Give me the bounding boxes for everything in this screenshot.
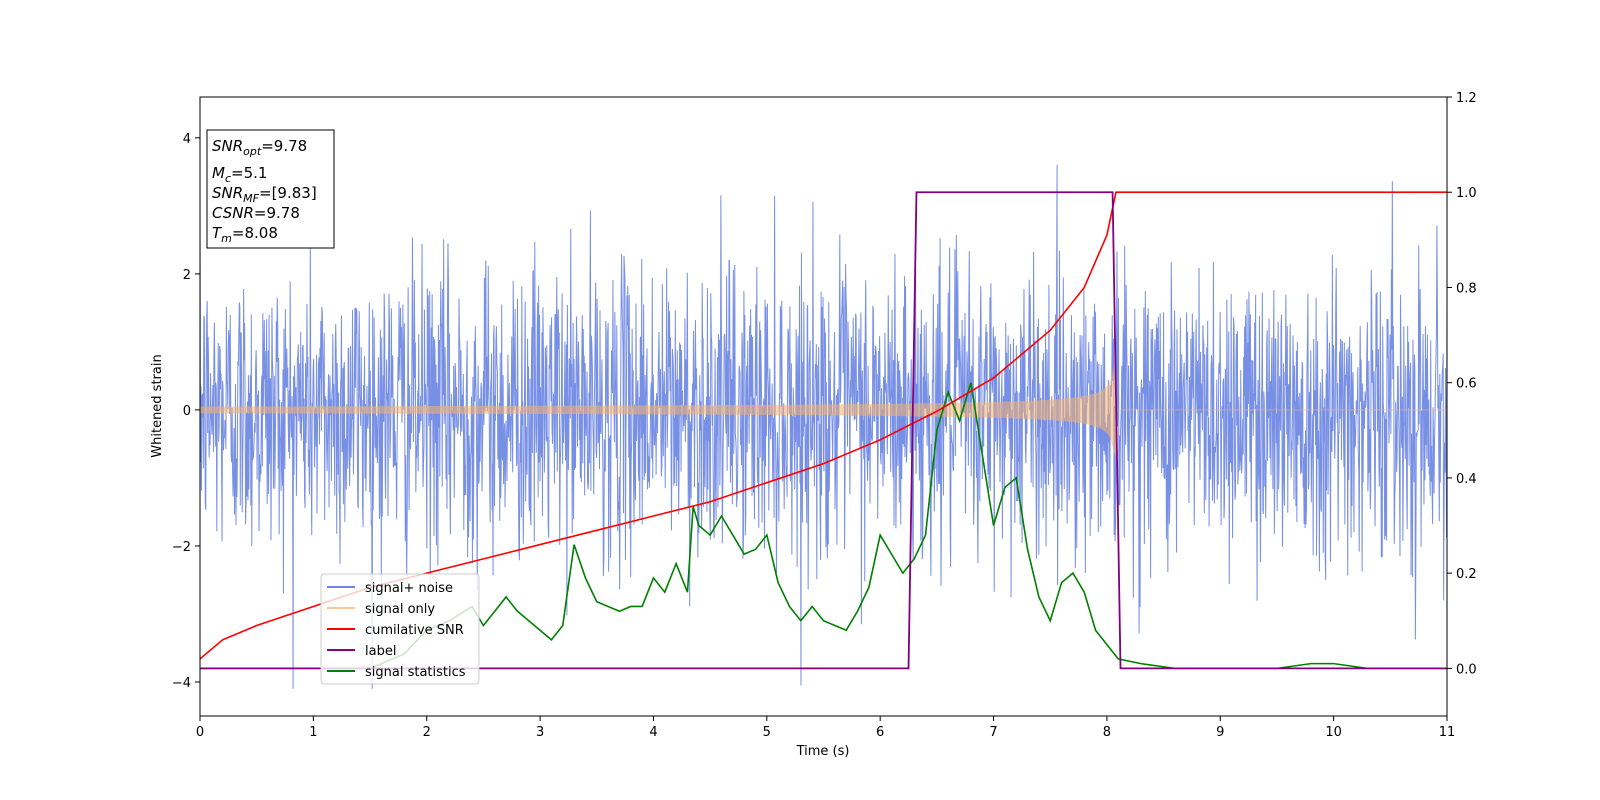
y-axis-title: Whitened strain: [150, 354, 165, 457]
annotation-box: SNRopt=9.78 Mc=5.1 SNRMF=[9.83] CSNR=9.7…: [206, 129, 335, 249]
x-tick-label: 5: [763, 725, 771, 740]
series-signal-only-band: [200, 362, 1116, 458]
legend: signal+ noise signal only cumilative SNR la…: [320, 573, 480, 685]
x-tick-label: 7: [989, 725, 997, 740]
plot-area: [200, 164, 1447, 689]
legend-entry-label: signal statistics: [365, 665, 466, 680]
x-tick-label: 10: [1325, 725, 1342, 740]
y2-tick-label: 0.0: [1456, 662, 1477, 677]
series-label-line: [200, 191, 1447, 670]
y2-tick-label: 0.4: [1456, 472, 1477, 487]
y-axis-right: 0.0 0.2 0.4 0.6 0.8 1.0 1.2: [1447, 91, 1477, 677]
x-tick-label: 2: [423, 725, 431, 740]
series-signal-noise-line: [200, 164, 1447, 689]
y2-tick-label: 0.8: [1456, 281, 1477, 296]
series-signal-statistics-line: [200, 382, 1447, 670]
legend-entry-label: cumilative SNR: [365, 623, 464, 638]
y-tick-label: 2: [183, 268, 191, 283]
y2-tick-label: 1.0: [1456, 186, 1477, 201]
x-tick-label: 6: [876, 725, 884, 740]
x-tick-label: 1: [309, 725, 317, 740]
y-axis-left: −4 −2 0 2 4: [172, 132, 200, 691]
x-tick-label: 3: [536, 725, 544, 740]
y-tick-label: −2: [172, 540, 191, 555]
y-tick-label: −4: [172, 676, 191, 691]
legend-entry-label: signal+ noise: [365, 581, 453, 596]
annotation-snr-mf: SNRMF=[9.83]: [212, 184, 317, 205]
annotation-tm: Tm=8.08: [212, 224, 278, 245]
legend-entry-label: label: [365, 644, 396, 659]
x-tick-label: 11: [1439, 725, 1456, 740]
annotation-mc: Mc=5.1: [212, 164, 267, 185]
x-axis: 0 1 2 3 4 5 6 7 8 9 10 11: [196, 716, 1455, 740]
annotation-snr-opt: SNRopt=9.78: [212, 137, 307, 158]
plot-frame: [199, 96, 1448, 717]
y-tick-label: 0: [183, 404, 191, 419]
y2-tick-label: 0.2: [1456, 567, 1477, 582]
x-tick-label: 0: [196, 725, 204, 740]
y2-tick-label: 0.6: [1456, 377, 1477, 392]
annotation-csnr: CSNR=9.78: [212, 204, 300, 222]
x-axis-title: Time (s): [796, 744, 850, 759]
y-tick-label: 4: [183, 132, 191, 147]
x-tick-label: 8: [1103, 725, 1111, 740]
legend-entry-label: signal only: [365, 602, 435, 617]
x-tick-label: 9: [1216, 725, 1224, 740]
x-tick-label: 4: [649, 725, 657, 740]
y2-tick-label: 1.2: [1456, 91, 1477, 106]
